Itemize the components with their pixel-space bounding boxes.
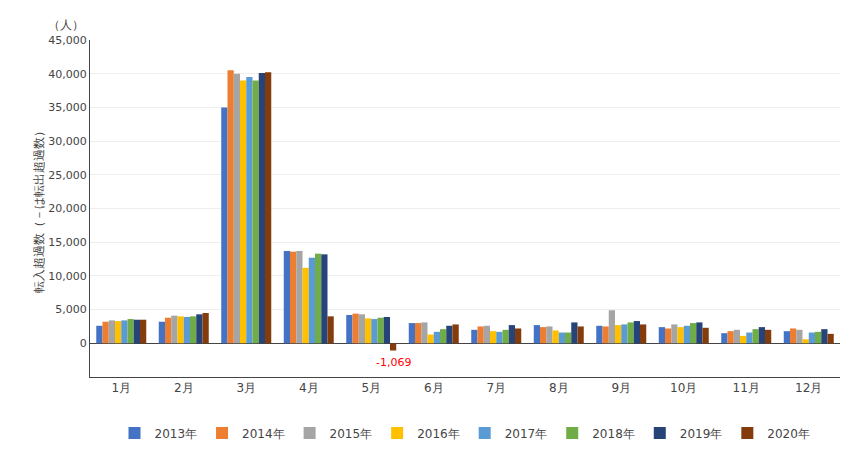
svg-text:10,000: 10,000: [48, 270, 87, 283]
svg-text:（人）: （人）: [48, 18, 84, 32]
svg-text:10月: 10月: [670, 381, 697, 395]
svg-text:2月: 2月: [174, 381, 194, 395]
svg-text:40,000: 40,000: [48, 68, 87, 81]
svg-text:2013年: 2013年: [155, 427, 198, 441]
svg-text:5,000: 5,000: [55, 303, 87, 316]
svg-text:12月: 12月: [795, 381, 822, 395]
svg-text:0: 0: [80, 337, 87, 350]
svg-text:15,000: 15,000: [48, 236, 87, 249]
svg-text:2015年: 2015年: [330, 427, 373, 441]
svg-text:2020年: 2020年: [767, 427, 810, 441]
svg-text:11月: 11月: [733, 381, 760, 395]
svg-text:2019年: 2019年: [680, 427, 723, 441]
svg-text:35,000: 35,000: [48, 101, 87, 114]
svg-text:8月: 8月: [549, 381, 569, 395]
svg-text:転入超過数（－は転出超過数）: 転入超過数（－は転出超過数）: [32, 125, 46, 293]
svg-text:3月: 3月: [236, 381, 256, 395]
svg-text:30,000: 30,000: [48, 135, 87, 148]
svg-text:20,000: 20,000: [48, 202, 87, 215]
svg-text:4月: 4月: [299, 381, 319, 395]
svg-text:1月: 1月: [111, 381, 131, 395]
svg-text:5月: 5月: [361, 381, 381, 395]
svg-text:6月: 6月: [424, 381, 444, 395]
svg-text:9月: 9月: [611, 381, 631, 395]
svg-text:45,000: 45,000: [48, 34, 87, 47]
svg-text:25,000: 25,000: [48, 169, 87, 182]
svg-text:2017年: 2017年: [505, 427, 548, 441]
svg-text:-1,069: -1,069: [376, 356, 411, 369]
svg-text:2014年: 2014年: [242, 427, 285, 441]
svg-text:2018年: 2018年: [592, 427, 635, 441]
svg-text:2016年: 2016年: [417, 427, 460, 441]
svg-text:7月: 7月: [486, 381, 506, 395]
